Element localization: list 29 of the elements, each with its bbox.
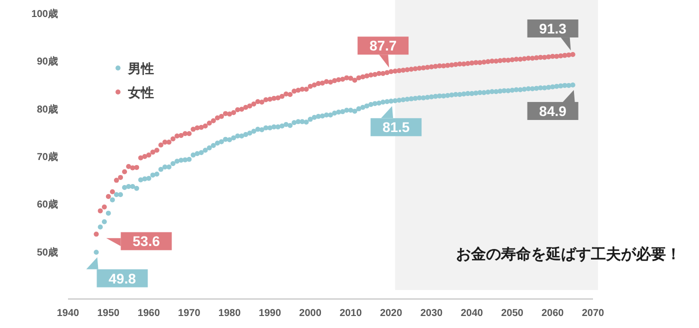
x-tick-label: 2020: [380, 308, 403, 319]
annotation: 81.5: [382, 119, 410, 136]
y-tick-label: 80歳: [36, 103, 58, 116]
y-tick-label: 90歳: [36, 56, 58, 68]
y-tick-label: 60歳: [36, 198, 58, 211]
annotation: 53.6: [132, 233, 160, 250]
x-tick-label: 2070: [582, 308, 605, 319]
x-tick-label: 2030: [420, 308, 444, 319]
x-tick-label: 2000: [299, 308, 322, 319]
x-tick-label: 1970: [178, 308, 201, 319]
annotation: 49.8: [108, 270, 136, 286]
x-tick-label: 1980: [218, 308, 242, 319]
y-tick-label: 70歳: [36, 151, 58, 163]
legend-label: 男性: [127, 61, 154, 76]
annotation: 84.9: [539, 102, 567, 119]
y-tick-label: 100歳: [31, 8, 58, 20]
x-tick-label: 1940: [56, 308, 80, 319]
annotation: お金の寿命を延ばす工夫が必要！: [456, 246, 681, 263]
x-tick-label: 2050: [501, 308, 524, 319]
x-tick-label: 2060: [541, 308, 564, 319]
annotation: 91.3: [539, 20, 567, 36]
x-tick-label: 1960: [138, 308, 160, 319]
legend-label: 女性: [127, 85, 154, 100]
annotation: 87.7: [369, 38, 397, 54]
y-tick-label: 50歳: [36, 246, 58, 258]
x-tick-label: 1990: [258, 308, 282, 319]
x-tick-label: 2010: [340, 308, 362, 319]
x-tick-label: 2040: [460, 308, 484, 319]
x-tick-label: 1950: [97, 308, 120, 319]
